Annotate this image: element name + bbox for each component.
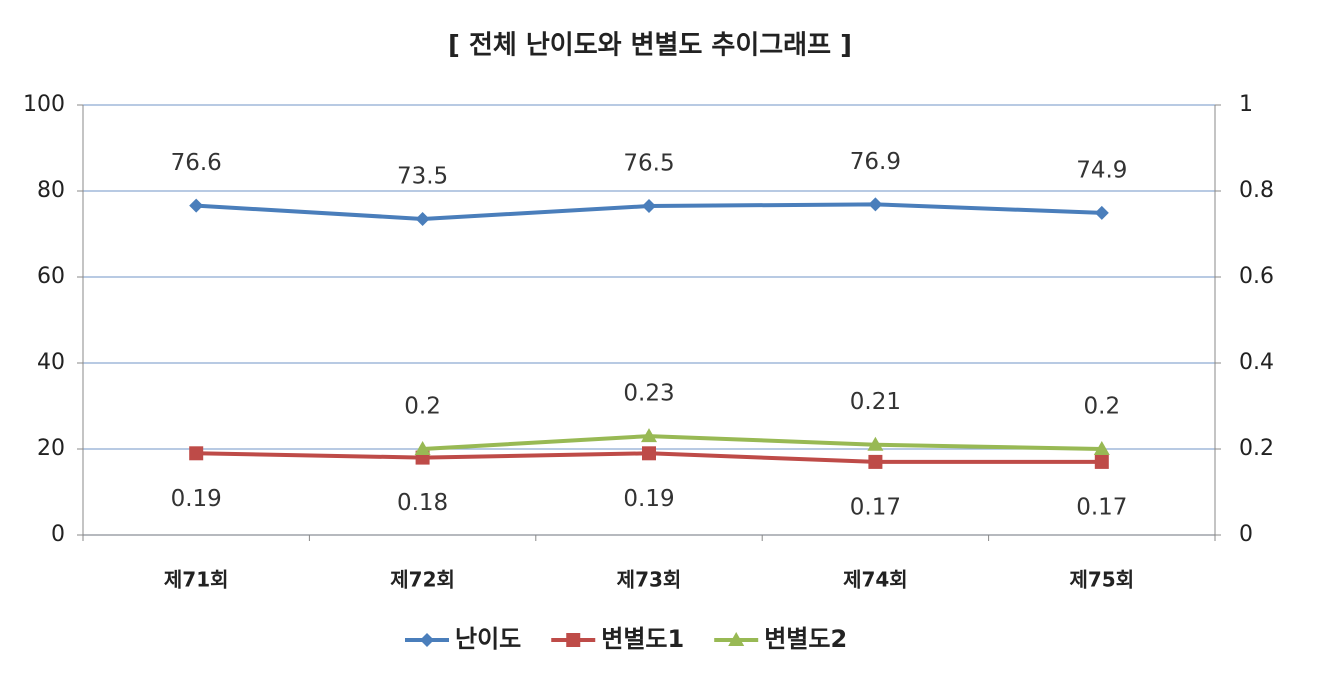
y-tick-label: 100 [23, 92, 65, 117]
y-tick-label: 40 [37, 350, 65, 375]
x-tick-label: 제73회 [617, 568, 682, 592]
x-tick-label: 제74회 [843, 568, 908, 592]
data-label: 0.23 [623, 381, 674, 407]
chart-background [0, 0, 1290, 698]
x-tick-label: 제75회 [1069, 568, 1134, 592]
marker [1094, 205, 1109, 220]
legend-label: 변별도1 [601, 625, 684, 653]
data-label: 73.5 [397, 163, 448, 189]
y2-tick-label: 0 [1239, 522, 1253, 547]
x-tick-label: 제71회 [164, 568, 229, 592]
marker [642, 199, 656, 214]
y-tick-label: 20 [37, 436, 65, 461]
marker [867, 436, 884, 451]
marker [189, 446, 204, 461]
marker [189, 198, 204, 213]
y2-tick-label: 1 [1239, 92, 1253, 117]
data-label: 76.6 [171, 150, 222, 176]
y2-tick-label: 0.2 [1239, 436, 1274, 461]
legend-label: 난이도 [455, 625, 521, 653]
data-label: 76.9 [850, 149, 901, 175]
data-label: 0.2 [404, 394, 441, 420]
data-label: 0.19 [171, 486, 222, 512]
y2-tick-label: 0.4 [1239, 350, 1274, 375]
series-line [422, 434, 1102, 451]
y-tick-label: 80 [37, 178, 65, 203]
data-label: 0.17 [1076, 494, 1127, 520]
marker [728, 632, 745, 646]
data-label: 0.21 [850, 389, 901, 415]
marker [641, 428, 657, 443]
y-tick-label: 0 [51, 522, 65, 547]
marker [1093, 441, 1110, 455]
marker [420, 633, 434, 647]
legend-label: 변별도2 [764, 625, 847, 653]
data-label: 0.19 [623, 486, 674, 512]
data-label: 74.9 [1076, 157, 1127, 183]
marker [415, 211, 430, 226]
data-label: 76.5 [623, 151, 674, 177]
marker [414, 441, 431, 455]
chart-title: [ 전체 난이도와 변별도 추이그래프 ] [448, 31, 852, 61]
data-label: 0.2 [1084, 394, 1121, 420]
marker [868, 197, 883, 212]
marker [642, 446, 656, 461]
marker [868, 454, 883, 469]
y-tick-label: 60 [37, 264, 65, 289]
marker [1094, 454, 1109, 469]
marker [566, 633, 581, 647]
y2-tick-label: 0.6 [1239, 264, 1274, 289]
data-label: 0.17 [850, 494, 901, 520]
data-label: 0.18 [397, 490, 448, 516]
y2-tick-label: 0.8 [1239, 178, 1274, 203]
x-tick-label: 제72회 [390, 568, 455, 592]
